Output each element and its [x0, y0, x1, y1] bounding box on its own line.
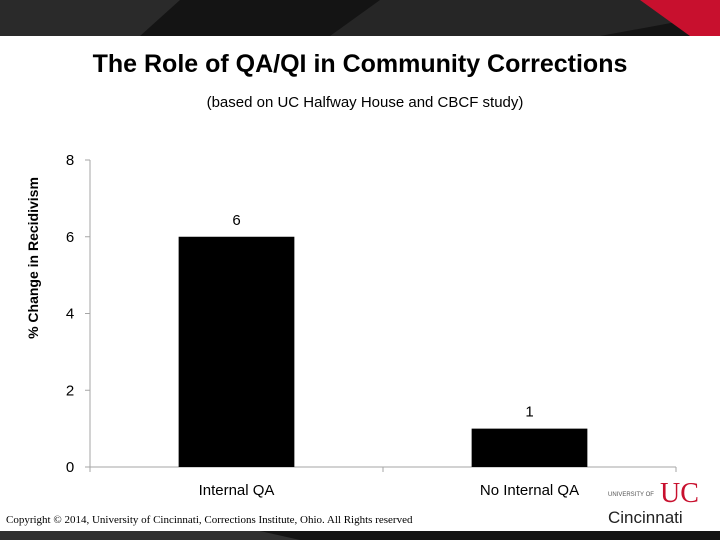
university-logo: UNIVERSITY OF UC Cincinnati	[608, 478, 699, 526]
data-label: 1	[525, 404, 533, 421]
bars	[178, 236, 588, 467]
logo-mark: UC	[660, 478, 699, 509]
copyright-text: Copyright © 2014, University of Cincinna…	[6, 514, 413, 526]
page-title: The Role of QA/QI in Community Correctio…	[92, 50, 628, 78]
bar	[178, 236, 295, 467]
header-banner	[0, 0, 720, 36]
bar	[471, 428, 588, 467]
data-label: 6	[232, 212, 240, 229]
y-tick-label: 4	[66, 306, 74, 323]
footer-bar-background	[0, 531, 720, 540]
footer-bar	[0, 531, 720, 540]
y-tick-label: 6	[66, 229, 74, 246]
bar-chart: % Change in Recidivism 0 2 4 6 8 6 Internal Q…	[25, 152, 677, 499]
y-tick-label: 2	[66, 382, 74, 399]
y-tick-label: 0	[66, 459, 74, 476]
y-tick-label: 8	[66, 152, 74, 169]
banner-red-accent	[640, 0, 720, 36]
banner-shape-left	[0, 0, 180, 36]
x-category-label: Internal QA	[199, 482, 275, 499]
logo-university-text: UNIVERSITY OF	[608, 492, 654, 498]
y-axis-label-group: % Change in Recidivism	[25, 177, 41, 339]
page-subtitle: (based on UC Halfway House and CBCF stud…	[206, 94, 524, 111]
banner-shape-middle	[330, 0, 720, 36]
logo-name: Cincinnati	[608, 508, 683, 526]
y-axis-label: % Change in Recidivism	[25, 177, 41, 339]
footer-bar-accent	[0, 531, 300, 540]
y-ticks: 0 2 4 6 8	[66, 152, 90, 476]
labels: 6 Internal QA 1 No Internal QA	[199, 212, 580, 499]
x-category-label: No Internal QA	[480, 482, 579, 499]
axes	[89, 160, 677, 472]
